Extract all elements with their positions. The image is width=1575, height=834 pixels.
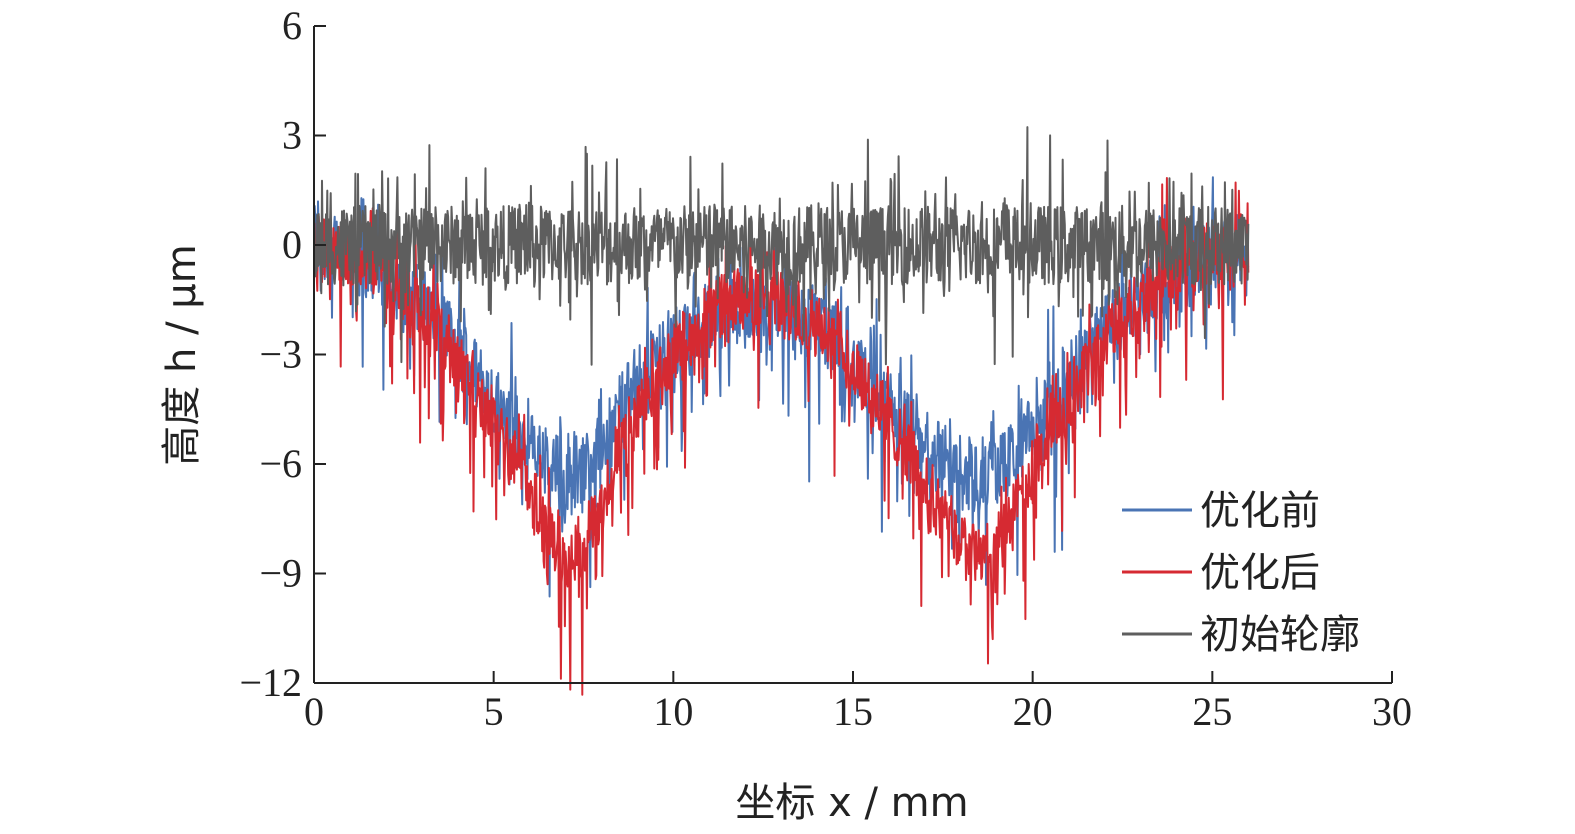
y-tick-label: −9: [259, 551, 302, 596]
x-tick-label: 0: [304, 689, 324, 734]
series-layer: [313, 126, 1250, 696]
tick-labels: 630−3−6−9−120 5 10 15 20 25 30: [239, 3, 1412, 734]
x-tick-label: 5: [484, 689, 504, 734]
x-tick-label: 20: [1013, 689, 1053, 734]
y-tick-label: −6: [259, 441, 302, 486]
x-tick-label: 25: [1192, 689, 1232, 734]
x-tick-label: 30: [1372, 689, 1412, 734]
y-tick-label: 6: [282, 3, 302, 48]
axes: [313, 25, 1393, 684]
legend-label: 初始轮廓: [1200, 612, 1360, 658]
y-tick-label: 3: [282, 113, 302, 158]
x-tick-label: 15: [833, 689, 873, 734]
y-tick-label: −12: [239, 660, 302, 705]
y-tick-label: 0: [282, 222, 302, 267]
legend-label: 优化后: [1200, 550, 1320, 596]
y-tick-label: −3: [259, 332, 302, 377]
series-line-2: [313, 126, 1250, 366]
legend-label: 优化前: [1200, 488, 1320, 534]
x-tick-label: 10: [653, 689, 693, 734]
x-axis-title: 坐标 x / mm: [735, 780, 968, 826]
series-line-1: [313, 177, 1250, 696]
y-axis-title: 高度 h / μm: [159, 244, 205, 465]
